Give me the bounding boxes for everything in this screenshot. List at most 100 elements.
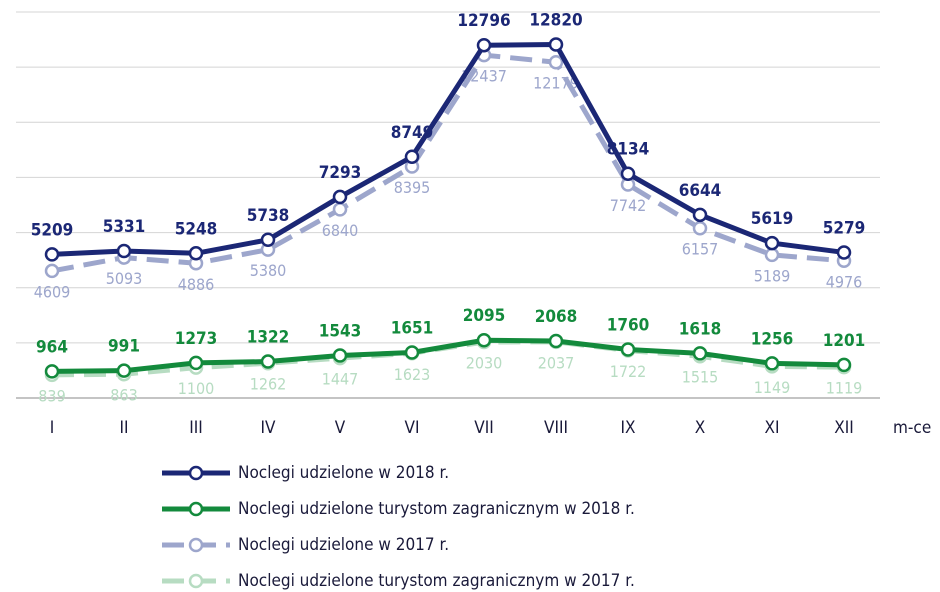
data-point bbox=[620, 342, 636, 357]
data-point bbox=[764, 356, 780, 371]
data-point bbox=[764, 247, 780, 263]
data-label: 1119 bbox=[826, 379, 863, 398]
data-point bbox=[404, 345, 420, 360]
data-label: 2068 bbox=[535, 307, 578, 327]
legend-marker bbox=[188, 501, 204, 517]
legend-label: Noclegi udzielone turystom zagranicznym … bbox=[238, 499, 635, 519]
data-label: 839 bbox=[38, 386, 65, 405]
x-tick-label: XII bbox=[834, 418, 854, 438]
data-label: 8134 bbox=[607, 140, 650, 160]
x-tick-label: VII bbox=[474, 418, 493, 438]
data-label: 2030 bbox=[466, 354, 503, 373]
data-point bbox=[476, 332, 492, 348]
data-point bbox=[764, 235, 780, 251]
data-point bbox=[692, 207, 708, 223]
data-point bbox=[548, 37, 564, 52]
x-tick-label: VI bbox=[405, 418, 420, 438]
x-tick-label: IX bbox=[621, 418, 636, 438]
data-label: 7742 bbox=[610, 196, 647, 215]
data-label: 1322 bbox=[247, 328, 290, 348]
legend-marker bbox=[188, 537, 204, 553]
data-label: 5189 bbox=[754, 266, 791, 285]
data-point bbox=[332, 348, 348, 363]
data-label: 1618 bbox=[679, 319, 722, 339]
data-label: 5279 bbox=[823, 218, 866, 238]
data-point bbox=[188, 246, 204, 261]
data-label: 6840 bbox=[322, 221, 359, 240]
data-label: 1722 bbox=[610, 362, 647, 381]
data-label: 5331 bbox=[103, 217, 146, 237]
data-label: 1543 bbox=[319, 321, 362, 341]
data-point bbox=[836, 245, 852, 260]
series-line bbox=[51, 52, 845, 274]
data-label: 1447 bbox=[322, 370, 359, 389]
data-point bbox=[260, 354, 276, 369]
data-point bbox=[188, 355, 204, 371]
data-label: 1651 bbox=[391, 318, 434, 338]
data-point bbox=[332, 189, 348, 205]
data-point bbox=[692, 220, 708, 236]
data-label: 863 bbox=[110, 386, 137, 405]
x-tick-label: II bbox=[119, 418, 128, 438]
legend-label: Noclegi udzielone w 2017 r. bbox=[238, 535, 449, 555]
data-point bbox=[332, 202, 348, 217]
data-point bbox=[44, 364, 60, 379]
data-point bbox=[44, 263, 60, 279]
data-label: 6644 bbox=[679, 181, 722, 201]
data-label: 5093 bbox=[106, 269, 143, 288]
data-label: 5738 bbox=[247, 206, 290, 226]
data-label: 12796 bbox=[457, 11, 510, 31]
x-tick-label: VIII bbox=[544, 418, 568, 438]
data-point bbox=[620, 166, 636, 181]
legend-marker bbox=[188, 573, 204, 589]
data-point bbox=[836, 357, 852, 373]
x-tick-label: XI bbox=[765, 418, 780, 438]
data-label: 2037 bbox=[538, 353, 575, 372]
data-label: 1256 bbox=[751, 329, 794, 349]
data-label: 5380 bbox=[250, 261, 287, 280]
x-tick-label: III bbox=[189, 418, 203, 438]
data-point bbox=[548, 333, 564, 349]
data-label: 12437 bbox=[461, 67, 507, 86]
data-label: 6157 bbox=[682, 240, 719, 259]
data-label: 12820 bbox=[529, 11, 582, 31]
data-label: 5619 bbox=[751, 209, 794, 229]
data-label: 991 bbox=[108, 337, 140, 357]
data-label: 8749 bbox=[391, 123, 434, 143]
data-point bbox=[476, 37, 492, 53]
x-tick-label: I bbox=[50, 418, 55, 438]
legend-marker bbox=[188, 465, 204, 481]
data-label: 1149 bbox=[754, 378, 791, 397]
data-point bbox=[116, 363, 132, 378]
data-point bbox=[260, 232, 276, 248]
data-label: 1623 bbox=[394, 365, 431, 384]
data-point bbox=[548, 54, 564, 70]
series-line bbox=[51, 42, 845, 257]
data-label: 4976 bbox=[826, 272, 863, 291]
data-point bbox=[116, 243, 132, 259]
data-label: 1760 bbox=[607, 315, 650, 335]
data-point bbox=[692, 346, 708, 361]
data-label: 8395 bbox=[394, 178, 431, 197]
data-label: 7293 bbox=[319, 163, 362, 183]
data-point bbox=[44, 247, 60, 262]
data-label: 12179 bbox=[533, 74, 579, 93]
x-tick-label: V bbox=[335, 418, 346, 438]
data-label: 5209 bbox=[31, 220, 74, 240]
data-label: 4609 bbox=[34, 282, 71, 301]
data-label: 1201 bbox=[823, 331, 866, 351]
data-label: 964 bbox=[36, 337, 68, 357]
x-axis-label: m-ce bbox=[893, 418, 931, 438]
x-tick-label: X bbox=[695, 418, 705, 438]
data-point bbox=[404, 149, 420, 165]
data-label: 2095 bbox=[463, 306, 506, 326]
data-label: 1262 bbox=[250, 375, 287, 394]
data-label: 1515 bbox=[682, 368, 719, 387]
data-label: 1100 bbox=[178, 379, 215, 398]
legend-label: Noclegi udzielone turystom zagranicznym … bbox=[238, 571, 635, 591]
x-tick-label: IV bbox=[261, 418, 277, 438]
legend-label: Noclegi udzielone w 2018 r. bbox=[238, 463, 449, 483]
data-label: 1273 bbox=[175, 329, 218, 349]
data-label: 5248 bbox=[175, 219, 218, 239]
data-label: 4886 bbox=[178, 275, 215, 294]
